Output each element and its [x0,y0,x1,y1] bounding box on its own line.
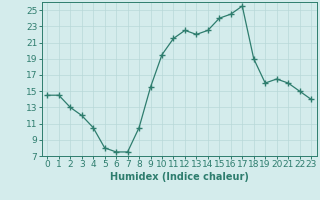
X-axis label: Humidex (Indice chaleur): Humidex (Indice chaleur) [110,172,249,182]
